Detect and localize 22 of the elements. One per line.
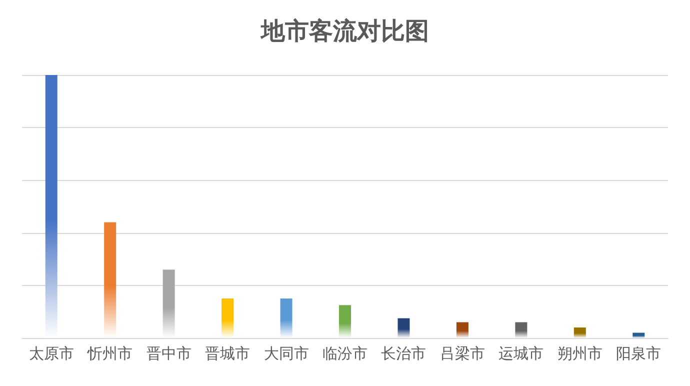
x-tick-label: 运城市: [498, 344, 544, 362]
x-tick-label: 长治市: [381, 344, 426, 362]
x-tick-label: 忻州市: [86, 344, 133, 362]
bar: [162, 270, 175, 338]
bar: [222, 298, 234, 338]
bar: [632, 332, 645, 338]
x-tick-label: 晋城市: [205, 344, 250, 362]
bar: [515, 322, 528, 338]
bar: [456, 322, 468, 338]
bar: [104, 222, 116, 338]
x-tick-label: 晋中市: [146, 344, 192, 362]
chart-title: 地市客流对比图: [260, 17, 429, 45]
bar: [398, 318, 410, 338]
x-tick-label: 大同市: [264, 344, 309, 362]
bar: [280, 298, 292, 338]
x-tick-label: 临汾市: [322, 344, 368, 362]
bar: [339, 305, 351, 338]
x-tick-label: 朔州市: [557, 344, 602, 362]
x-tick-label: 阳泉市: [616, 344, 662, 362]
bar: [574, 327, 586, 338]
x-tick-label: 吕梁市: [440, 344, 485, 362]
x-tick-label: 太原市: [28, 344, 74, 362]
